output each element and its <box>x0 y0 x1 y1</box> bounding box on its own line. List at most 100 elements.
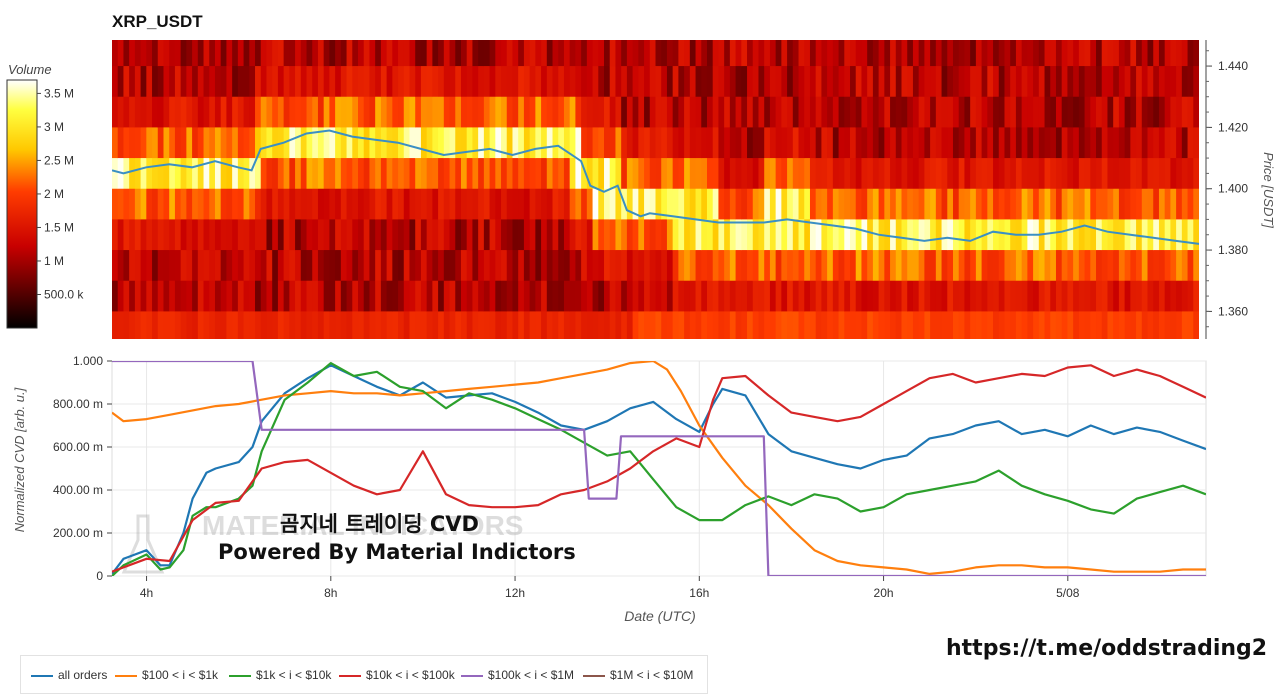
heatmap-cell <box>317 127 325 159</box>
heatmap-cell <box>1084 127 1091 159</box>
telegram-url[interactable]: https://t.me/oddstrading2 <box>946 636 1268 661</box>
heatmap-cell <box>546 40 554 67</box>
heatmap-cell <box>369 127 376 159</box>
heatmap-cell <box>626 188 634 220</box>
heatmap-cell <box>935 40 943 67</box>
legend-item-1m-10m[interactable]: $1M < i < $10M <box>583 668 693 682</box>
heatmap-cell <box>769 158 777 190</box>
heatmap-cell <box>169 219 176 251</box>
heatmap-cell <box>140 158 147 190</box>
heatmap-cell <box>375 280 382 312</box>
price-tick-label: 1.420 <box>1218 120 1248 134</box>
heatmap-cell <box>987 311 994 339</box>
heatmap-cell <box>621 127 628 159</box>
heatmap-cell <box>289 40 296 67</box>
heatmap-cell <box>1113 280 1120 312</box>
heatmap-cell <box>1015 250 1023 282</box>
cvd-series-line <box>112 364 1206 573</box>
heatmap-cell <box>569 280 577 312</box>
heatmap-cell <box>895 40 903 67</box>
heatmap-cell <box>724 250 731 282</box>
heatmap-cell <box>775 250 782 282</box>
heatmap-cell <box>890 96 897 128</box>
heatmap-cell <box>775 311 782 339</box>
heatmap-cell <box>369 158 376 190</box>
heatmap-cell <box>1113 158 1120 190</box>
heatmap-cell <box>609 311 617 339</box>
legend-item-10k-100k[interactable]: $10k < i < $100k <box>339 668 455 682</box>
heatmap-cell <box>598 250 605 282</box>
heatmap-cell <box>243 311 250 339</box>
heatmap-cell <box>232 280 239 312</box>
heatmap-cell <box>981 66 988 98</box>
heatmap-cell <box>186 66 193 98</box>
heatmap-cell <box>1067 96 1074 128</box>
cvd-series-line <box>112 361 1206 575</box>
heatmap-cell <box>638 311 645 339</box>
heatmap-cell <box>861 158 868 190</box>
heatmap-cell <box>1141 127 1149 159</box>
heatmap-cell <box>701 158 708 190</box>
heatmap-cell <box>358 158 365 190</box>
heatmap-cell <box>323 219 330 251</box>
heatmap-cell <box>890 188 897 220</box>
heatmap-cell <box>815 219 823 251</box>
heatmap-cell <box>232 127 239 159</box>
heatmap-cell <box>340 40 348 67</box>
legend-label: $10k < i < $100k <box>366 668 455 682</box>
heatmap-cell <box>478 127 485 159</box>
heatmap-cell <box>255 280 262 312</box>
heatmap-cell <box>1187 280 1194 312</box>
heatmap-cell <box>363 280 371 312</box>
y-tick-label: 1.000 <box>73 354 103 368</box>
heatmap-cell <box>277 311 285 339</box>
legend-item-all-orders[interactable]: all orders <box>31 668 107 682</box>
heatmap-cell <box>1170 188 1177 220</box>
heatmap-cell <box>947 158 954 190</box>
heatmap-cell <box>672 219 679 251</box>
heatmap-cell <box>844 66 851 98</box>
heatmap-cell <box>672 188 679 220</box>
heatmap-cell <box>827 158 834 190</box>
legend-item-100-1k[interactable]: $100 < i < $1k <box>115 668 218 682</box>
heatmap-cell <box>1027 250 1034 282</box>
heatmap-cell <box>518 250 525 282</box>
heatmap-cell <box>964 311 971 339</box>
heatmap-cell <box>735 96 742 128</box>
heatmap-cell <box>1044 219 1051 251</box>
heatmap-cell <box>472 127 479 159</box>
heatmap-cell <box>758 158 765 190</box>
heatmap-cell <box>260 280 268 312</box>
heatmap-cell <box>420 311 428 339</box>
heatmap-cell <box>741 96 748 128</box>
heatmap-cell <box>1096 219 1103 251</box>
heatmap-cell <box>375 219 382 251</box>
heatmap-cell <box>649 96 657 128</box>
heatmap-cell <box>872 127 880 159</box>
heatmap-cell <box>478 96 485 128</box>
heatmap-cell <box>134 40 142 67</box>
heatmap-cell <box>146 188 153 220</box>
heatmap-cell <box>901 158 908 190</box>
heatmap-cell <box>209 127 216 159</box>
heatmap-cell <box>1181 219 1189 251</box>
heatmap-cell <box>1113 96 1120 128</box>
heatmap-cell <box>529 188 536 220</box>
heatmap-cell <box>432 311 439 339</box>
heatmap-cell <box>1078 158 1086 190</box>
heatmap-cell <box>792 188 800 220</box>
heatmap-cell <box>174 188 182 220</box>
heatmap-cell <box>615 66 622 98</box>
heatmap-cell <box>335 280 342 312</box>
heatmap-cell <box>432 280 439 312</box>
heatmap-cell <box>369 280 376 312</box>
legend-item-100k-1m[interactable]: $100k < i < $1M <box>461 668 574 682</box>
heatmap-cell <box>323 40 330 67</box>
heatmap-cell <box>277 188 285 220</box>
heatmap-cell <box>129 280 136 312</box>
heatmap-cell <box>729 40 737 67</box>
heatmap-cell <box>878 311 885 339</box>
heatmap-cell <box>609 250 617 282</box>
heatmap-cell <box>844 219 851 251</box>
legend-item-1k-10k[interactable]: $1k < i < $10k <box>229 668 331 682</box>
